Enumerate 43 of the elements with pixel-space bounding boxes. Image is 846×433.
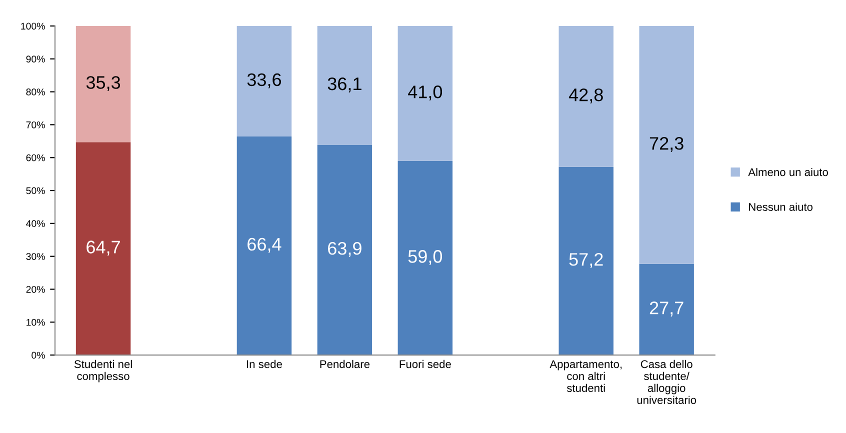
bar: [558, 26, 614, 167]
bar: [317, 26, 372, 145]
data-label: 57,2: [569, 253, 603, 268]
data-label: 35,3: [86, 76, 120, 92]
y-tick-label: 80%: [26, 88, 45, 96]
bar: [398, 160, 453, 356]
data-label: 63,9: [328, 242, 362, 257]
bar: [639, 26, 694, 264]
data-label: 36,1: [328, 77, 362, 92]
y-tick-label: 40%: [26, 220, 45, 228]
x-tick-label: Pendolare: [320, 360, 370, 368]
data-label: 42,8: [568, 88, 603, 104]
data-label: 33,6: [247, 73, 281, 88]
x-tick-label: Appartamento, con altri studenti: [550, 360, 622, 392]
bar: [558, 166, 614, 356]
bar: [76, 142, 131, 356]
y-tick-label: 10%: [26, 318, 45, 326]
x-tick-label: Studenti nel complesso: [74, 360, 132, 382]
data-label: 41,0: [408, 86, 442, 100]
data-label: 66,4: [248, 238, 282, 253]
bar: [76, 26, 131, 142]
bar: [236, 26, 292, 137]
y-tick-label: 100%: [21, 22, 45, 30]
y-tick-label: 60%: [26, 154, 45, 162]
data-label: 27,7: [650, 302, 684, 316]
y-tick-label: 0%: [32, 352, 45, 359]
y-tick-label: 20%: [26, 286, 45, 293]
data-label: 72,3: [650, 137, 684, 152]
legend-label: Nessun aiuto: [749, 202, 813, 211]
legend-label: Almeno un aiuto: [748, 168, 828, 176]
x-tick-label: Casa dello studente/ alloggio universitario: [637, 360, 696, 404]
data-label: 59,0: [408, 250, 442, 265]
bar: [317, 144, 372, 356]
x-tick-label: Fuori sede: [400, 360, 451, 368]
data-label: 64,7: [86, 240, 120, 256]
y-tick-label: 30%: [26, 253, 45, 260]
y-tick-label: 90%: [26, 56, 45, 63]
x-tick-label: In sede: [247, 360, 282, 368]
y-tick-label: 50%: [26, 187, 45, 194]
y-tick-label: 70%: [26, 121, 45, 128]
bar: [236, 136, 292, 356]
bar: [398, 26, 453, 161]
bar: [639, 264, 694, 356]
